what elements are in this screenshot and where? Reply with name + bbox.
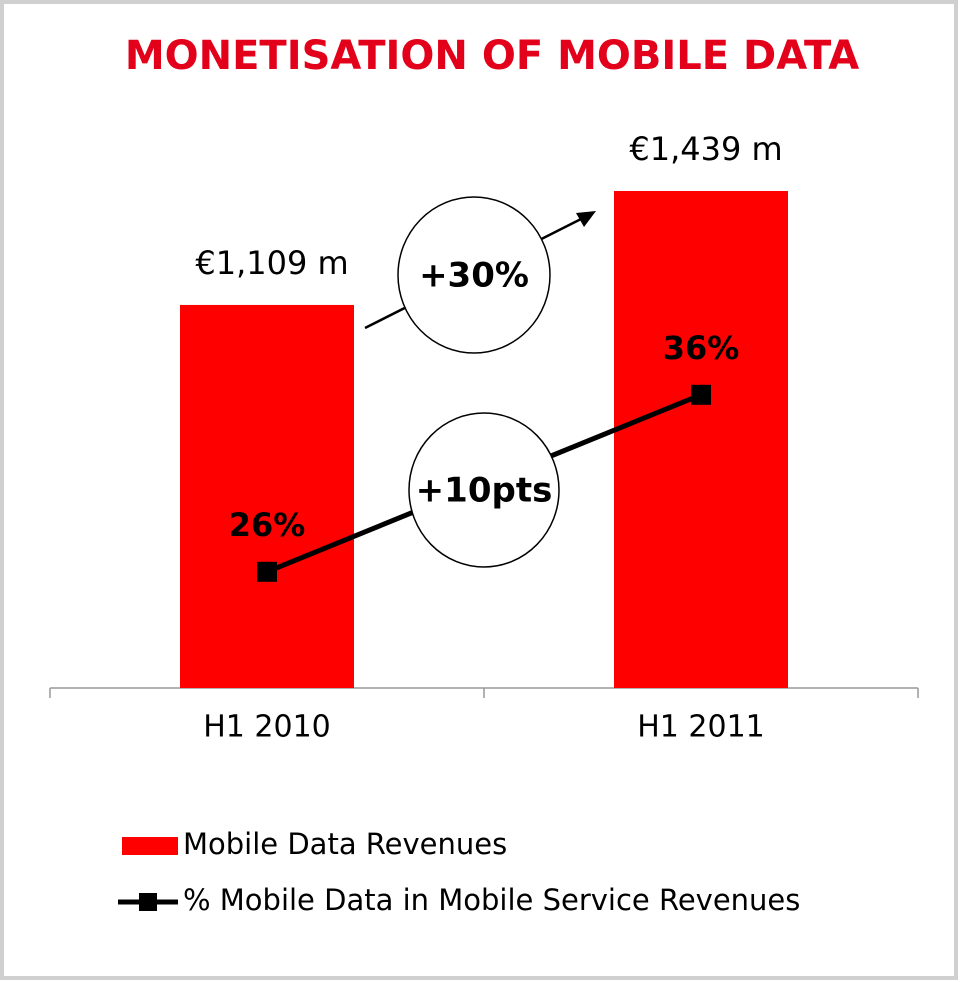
line-value-label: 26% <box>229 506 306 544</box>
chart-title: MONETISATION OF MOBILE DATA <box>125 33 859 79</box>
annotation-circle <box>397 196 551 354</box>
bar <box>614 190 788 688</box>
bar-value-label: €1,439 m <box>629 130 782 168</box>
x-tick-label: H1 2010 <box>203 710 331 745</box>
line-marker <box>257 561 277 582</box>
x-tick-label: H1 2011 <box>637 710 765 745</box>
annotation: +30% <box>419 256 529 296</box>
arrow-head <box>576 211 596 227</box>
legend-marker <box>139 893 157 911</box>
legend-swatch <box>122 837 178 855</box>
legend-label: % Mobile Data in Mobile Service Revenues <box>183 883 800 917</box>
bar-value-label: €1,109 m <box>195 244 348 282</box>
annotation-circle <box>408 412 560 568</box>
line-value-label: 36% <box>663 329 740 367</box>
bar <box>180 304 354 688</box>
annotation: +10pts <box>416 471 553 511</box>
line-marker <box>691 384 711 405</box>
legend-label: Mobile Data Revenues <box>183 827 507 861</box>
